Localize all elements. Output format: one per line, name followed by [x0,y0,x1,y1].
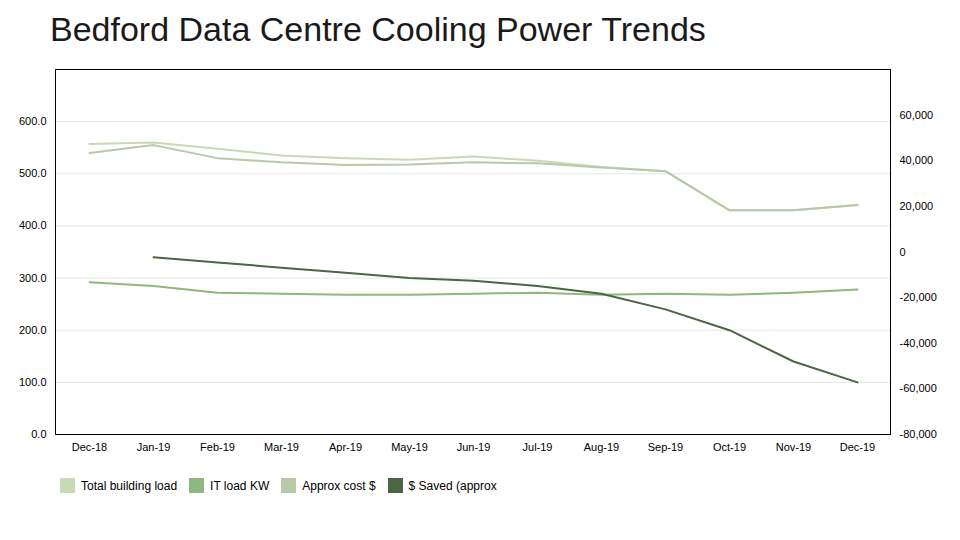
svg-text:600.0: 600.0 [19,115,47,127]
svg-text:Oct-19: Oct-19 [713,441,746,453]
svg-text:40,000: 40,000 [900,154,934,166]
svg-text:200.0: 200.0 [19,324,47,336]
svg-text:Apr-19: Apr-19 [329,441,362,453]
html-text:Approx cost $: Approx cost $ [302,478,376,493]
svg-text:100.0: 100.0 [19,376,47,388]
svg-text:Jul-19: Jul-19 [523,441,553,453]
svg-text:Nov-19: Nov-19 [776,441,811,453]
svg-text:Aug-19: Aug-19 [584,441,619,453]
svg-text:-60,000: -60,000 [900,382,937,394]
svg-text:-80,000: -80,000 [900,428,937,440]
svg-text:20,000: 20,000 [900,200,934,212]
html-text:Total building load: Total building load [81,478,178,493]
svg-text:-40,000: -40,000 [900,337,937,349]
svg-text:Sep-19: Sep-19 [648,441,683,453]
html-text:$ Saved (approx: $ Saved (approx [408,478,497,493]
html-text:Bedford Data Centre Cooling Po: Bedford Data Centre Cooling Power Trends [50,10,706,48]
html-text:IT load KW: IT load KW [210,478,270,493]
svg-text:Feb-19: Feb-19 [200,441,235,453]
svg-text:Dec-18: Dec-18 [72,441,107,453]
svg-text:-20,000: -20,000 [900,291,937,303]
svg-text:0.0: 0.0 [31,428,46,440]
svg-text:Mar-19: Mar-19 [264,441,299,453]
svg-text:500.0: 500.0 [19,167,47,179]
svg-text:Jun-19: Jun-19 [457,441,491,453]
svg-text:400.0: 400.0 [19,219,47,231]
svg-text:Jan-19: Jan-19 [137,441,171,453]
svg-text:May-19: May-19 [391,441,428,453]
svg-text:300.0: 300.0 [19,272,47,284]
svg-text:0: 0 [900,246,906,258]
svg-text:Dec-19: Dec-19 [840,441,875,453]
svg-text:60,000: 60,000 [900,109,934,121]
